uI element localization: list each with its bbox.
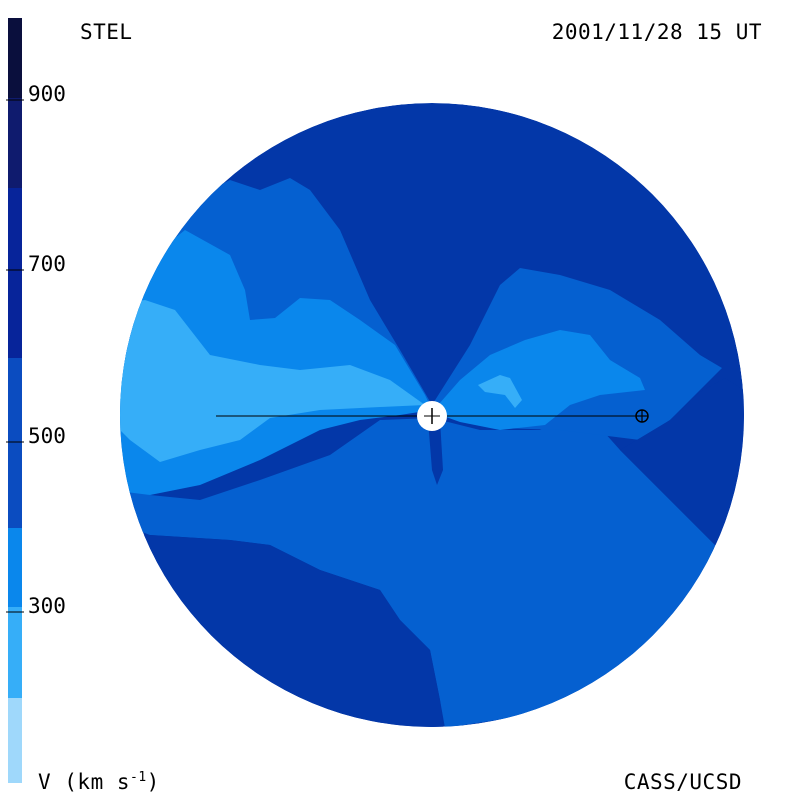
region-dark-right-wedge	[620, 378, 744, 545]
unit-exponent: -1	[130, 770, 147, 785]
unit-label: V (km s-1)	[38, 770, 160, 794]
unit-label-text: V (km s	[38, 770, 131, 794]
colorbar-segment-7	[8, 607, 22, 698]
colorbar-label-500: 500	[28, 424, 66, 448]
colorbar	[6, 18, 24, 783]
region-lighter-right-spot	[478, 375, 522, 408]
region-lighter-left	[120, 300, 425, 462]
credit-label: CASS/UCSD	[623, 770, 742, 794]
colorbar-label-900: 900	[28, 82, 66, 106]
region-mid-lower	[120, 405, 715, 727]
region-dark-spike	[428, 420, 443, 485]
colorbar-label-700: 700	[28, 252, 66, 276]
unit-label-close: )	[146, 770, 160, 794]
colorbar-label-300: 300	[28, 594, 66, 618]
region-light-right	[432, 330, 645, 430]
colorbar-segment-3	[8, 188, 22, 358]
velocity-disk	[120, 103, 744, 727]
earth-icon	[635, 409, 649, 423]
colorbar-segment-2	[8, 98, 22, 188]
colorbar-segment-4	[8, 358, 22, 528]
colorbar-segment-1	[8, 18, 22, 98]
timestamp-label: 2001/11/28 15 UT	[551, 20, 762, 44]
colorbar-segment-6	[8, 698, 22, 783]
instrument-label: STEL	[80, 20, 133, 44]
